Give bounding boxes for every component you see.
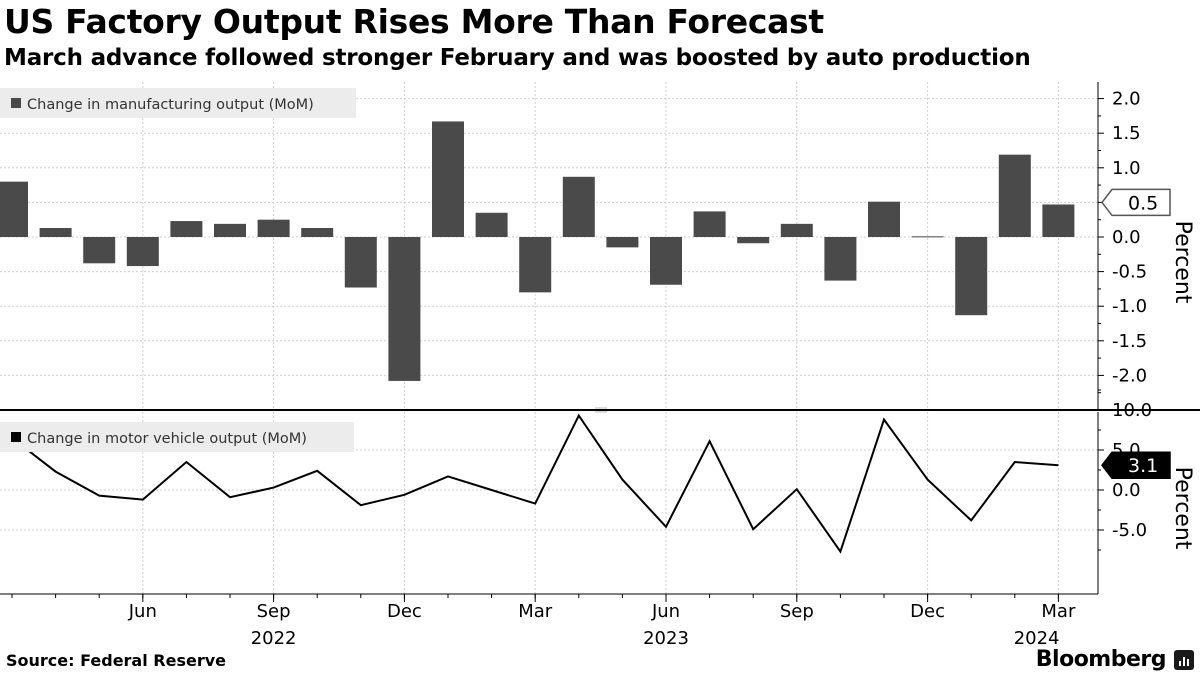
bar xyxy=(1042,204,1075,237)
source-note: Source: Federal Reserve xyxy=(6,651,226,670)
x-year-label: 2023 xyxy=(643,628,689,649)
x-tick-label: Sep xyxy=(257,601,291,622)
y-tick-label-top: -1.5 xyxy=(1112,331,1147,352)
chart-subtitle: March advance followed stronger February… xyxy=(4,45,1031,71)
bar xyxy=(868,201,900,237)
x-year-label: 2022 xyxy=(251,628,297,649)
y-tick-label-top: -1.0 xyxy=(1112,296,1147,317)
bar xyxy=(170,221,203,237)
bar xyxy=(83,237,116,264)
bar xyxy=(650,237,682,285)
y-axis-title-bottom: Percent xyxy=(1170,467,1195,550)
bar xyxy=(606,237,639,248)
bar xyxy=(693,211,726,237)
last-value-tag-bottom-bg xyxy=(1101,451,1171,479)
bar xyxy=(388,237,421,381)
bar xyxy=(214,223,246,237)
y-axis-title-top: Percent xyxy=(1170,221,1195,304)
y-tick-label-top: 1.0 xyxy=(1112,158,1141,179)
bar xyxy=(955,237,988,316)
legend-bottom: Change in motor vehicle output (MoM) xyxy=(27,431,307,447)
x-tick-label: Mar xyxy=(518,601,553,622)
x-tick-label: Jun xyxy=(651,601,680,622)
bar xyxy=(301,228,334,237)
bar xyxy=(432,121,464,237)
bloomberg-chart-icon xyxy=(1174,650,1194,670)
y-tick-label-top: 2.0 xyxy=(1112,89,1141,110)
brand-logo: Bloomberg xyxy=(1035,647,1167,672)
x-tick-label: Dec xyxy=(910,601,945,622)
y-tick-label-bottom: -5.0 xyxy=(1112,520,1147,541)
legend-bottom-bg xyxy=(0,422,354,452)
bar xyxy=(737,237,770,244)
bar xyxy=(344,237,377,288)
bar xyxy=(780,223,813,237)
chart-title: US Factory Output Rises More Than Foreca… xyxy=(4,2,824,41)
bar xyxy=(39,228,72,237)
y-tick-label-top: -2.0 xyxy=(1112,365,1147,386)
last-value-tag-bottom: 3.1 xyxy=(1128,455,1158,477)
bar xyxy=(257,219,290,237)
last-value-tag-top-bg xyxy=(1101,188,1171,217)
bar xyxy=(824,237,857,281)
x-tick-label: Mar xyxy=(1041,601,1076,622)
x-tick-label: Jun xyxy=(128,601,157,622)
bar xyxy=(911,236,944,238)
bar xyxy=(475,212,508,237)
legend-top-swatch xyxy=(11,98,21,108)
bar xyxy=(519,237,552,293)
x-tick-label: Sep xyxy=(780,601,814,622)
y-tick-label-top: 1.5 xyxy=(1112,123,1141,144)
y-tick-label-top: -0.5 xyxy=(1112,262,1147,283)
legend-bottom-swatch xyxy=(11,432,21,442)
bar xyxy=(0,181,28,237)
legend-top-bg xyxy=(0,88,356,118)
legend-top: Change in manufacturing output (MoM) xyxy=(27,97,314,113)
bar xyxy=(998,154,1031,237)
last-value-tag-top: 0.5 xyxy=(1128,192,1158,214)
x-year-label: 2024 xyxy=(1014,628,1060,649)
bar xyxy=(126,237,159,267)
line-series xyxy=(11,413,1059,554)
y-tick-label-top: 0.0 xyxy=(1112,227,1141,248)
x-tick-label: Dec xyxy=(387,601,422,622)
y-tick-label-bottom: 0.0 xyxy=(1112,480,1141,501)
bar xyxy=(562,176,595,237)
